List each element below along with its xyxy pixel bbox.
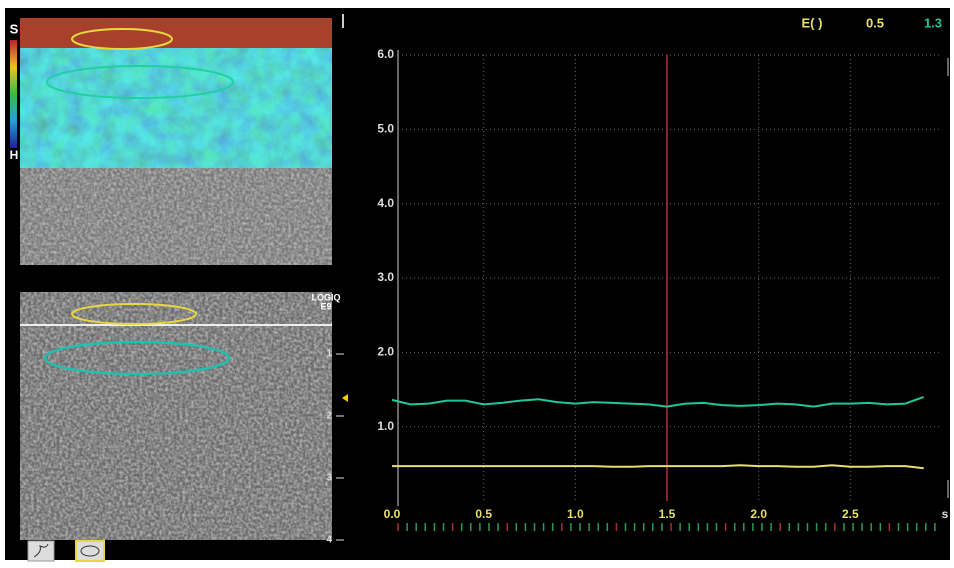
color-bar <box>10 40 17 148</box>
ellipse-icon <box>80 545 100 557</box>
trace-icon <box>33 543 49 558</box>
y-tick-label: 3.0 <box>377 270 394 284</box>
focus-marker <box>342 394 348 402</box>
readout-label: E( ) <box>802 15 823 30</box>
depth-label: 3 <box>326 473 332 484</box>
scale-bottom-label: H <box>10 148 19 162</box>
y-tick-label: 6.0 <box>377 47 394 61</box>
model-label: E9 <box>320 301 331 311</box>
roi-yellow <box>71 28 173 50</box>
depth-scale: 1 2 3 4 <box>326 349 344 546</box>
ellipse-tool[interactable] <box>75 540 105 562</box>
trace-tool[interactable] <box>27 540 55 562</box>
system-label: LOGIQ <box>312 292 341 302</box>
roi-cyan <box>46 65 234 99</box>
y-tick-label: 2.0 <box>377 345 394 359</box>
bottom-image-speckle <box>20 292 332 540</box>
roi-yellow <box>71 303 197 325</box>
depth-label: 2 <box>326 411 332 422</box>
x-tick-label: 0.0 <box>384 507 401 521</box>
roi-cyan <box>43 340 231 376</box>
y-tick-label: 5.0 <box>377 122 394 136</box>
chart: 1.0 2.0 3.0 4.0 5.0 6.0 0.0 0.5 1.0 1.5 2.0 2.5 s <box>377 47 949 531</box>
x-tick-label: 1.0 <box>567 507 584 521</box>
series-line <box>392 464 924 470</box>
elasto-top-band <box>20 18 332 48</box>
y-tick-label: 4.0 <box>377 196 394 210</box>
x-tick-label: 1.5 <box>659 507 676 521</box>
series-line <box>391 395 925 408</box>
y-tick-label: 1.0 <box>377 419 394 433</box>
x-unit: s <box>942 507 949 521</box>
x-tick-label: 2.0 <box>750 507 767 521</box>
x-tick-label: 2.5 <box>842 507 859 521</box>
elasto-texture <box>20 45 332 168</box>
readout-value: 1.3 <box>924 15 942 30</box>
x-tick-label: 0.5 <box>475 507 492 521</box>
depth-label: 4 <box>326 535 332 546</box>
scale-top-label: S <box>10 21 19 36</box>
depth-label: 1 <box>326 349 332 360</box>
readout-value: 0.5 <box>866 15 884 30</box>
